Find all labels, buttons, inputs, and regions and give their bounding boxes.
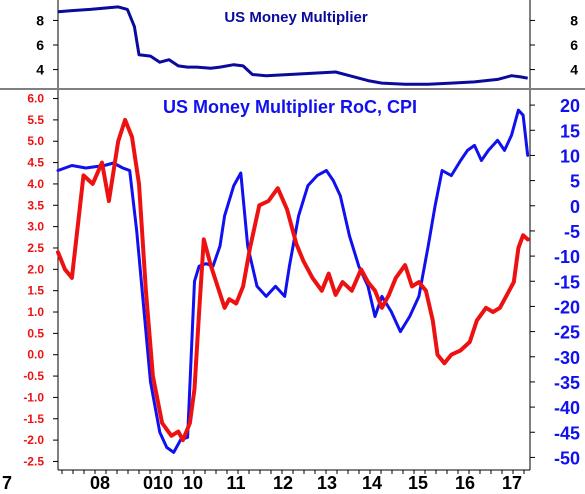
- bottom-panel: US Money Multiplier RoC, CPI 6.0 5.5 5.0 4.…: [2, 90, 580, 493]
- right-tick-label: 10: [560, 146, 580, 166]
- right-tick-label: -50: [554, 448, 580, 468]
- cpi-line: [56, 117, 530, 443]
- x-tick-label: 7: [2, 473, 12, 493]
- top-panel: US Money Multiplier 8 6 4 8 6 4: [36, 0, 578, 88]
- x-tick-label: 13: [317, 473, 337, 493]
- top-left-tick-label: 4: [36, 62, 44, 78]
- x-axis-ticks: 7 08 010 10 11 12 13 14 15 16 17: [2, 470, 525, 493]
- left-tick-label: 3.0: [27, 220, 44, 234]
- bottom-chart-title: US Money Multiplier RoC, CPI: [163, 97, 417, 117]
- left-tick-label: -0.5: [23, 369, 44, 383]
- x-tick-label: 15: [408, 473, 428, 493]
- left-tick-label: 4.0: [27, 177, 44, 191]
- bottom-series-group: [56, 108, 530, 454]
- left-tick-label: 1.5: [27, 284, 44, 298]
- top-right-ticks: 8 6 4: [530, 12, 578, 78]
- top-right-tick-label: 4: [570, 62, 578, 78]
- left-tick-label: 3.5: [27, 198, 44, 212]
- top-chart-title: US Money Multiplier: [224, 9, 368, 26]
- right-y-axis-ticks: 20 15 10 5 0 -5 -10 -15 -20 -25 -30 -35 -40 -45 -50: [530, 96, 580, 468]
- right-tick-label: -30: [554, 348, 580, 368]
- top-left-ticks: 8 6 4: [36, 12, 58, 78]
- x-tick-label: 10: [183, 473, 203, 493]
- money-multiplier-roc-line: [56, 108, 530, 454]
- left-tick-label: 0.5: [27, 326, 44, 340]
- right-tick-label: 5: [570, 172, 580, 192]
- top-left-tick-label: 6: [36, 37, 44, 53]
- right-tick-label: -35: [554, 373, 580, 393]
- top-series-group: [57, 5, 528, 86]
- top-right-tick-label: 8: [570, 12, 578, 28]
- left-tick-label: 0.0: [27, 348, 44, 362]
- x-tick-label: 14: [362, 473, 382, 493]
- money-multiplier-line: [57, 5, 528, 86]
- left-tick-label: -1.5: [23, 412, 44, 426]
- left-y-axis-ticks: 6.0 5.5 5.0 4.5 4.0 3.5 3.0 2.5 2.0 1.5 1.0 0.5 0.0 -…: [23, 92, 58, 468]
- left-tick-label: 5.0: [27, 134, 44, 148]
- left-tick-label: 2.5: [27, 241, 44, 255]
- top-left-tick-label: 8: [36, 12, 44, 28]
- x-tick-label: 12: [273, 473, 293, 493]
- left-tick-label: 6.0: [27, 92, 44, 106]
- right-tick-label: -10: [554, 247, 580, 267]
- right-tick-label: -5: [564, 222, 580, 242]
- right-tick-label: -20: [554, 297, 580, 317]
- left-tick-label: 1.0: [27, 305, 44, 319]
- right-tick-label: -45: [554, 423, 580, 443]
- x-tick-label: 08: [90, 473, 110, 493]
- left-tick-label: 4.5: [27, 156, 44, 170]
- right-tick-label: -15: [554, 272, 580, 292]
- left-tick-label: -2.0: [23, 433, 44, 447]
- x-tick-label: 17: [502, 473, 522, 493]
- x-tick-label: 16: [455, 473, 475, 493]
- right-tick-label: 0: [570, 197, 580, 217]
- left-tick-label: 5.5: [27, 113, 44, 127]
- left-tick-label: 2.0: [27, 262, 44, 276]
- left-tick-label: -2.5: [23, 454, 44, 468]
- right-tick-label: 20: [560, 96, 580, 116]
- x-tick-label: 010: [143, 473, 173, 493]
- left-tick-label: -1.0: [23, 390, 44, 404]
- x-tick-label: 11: [226, 473, 245, 493]
- right-tick-label: -40: [554, 398, 580, 418]
- top-right-tick-label: 6: [570, 37, 578, 53]
- right-tick-label: 15: [560, 121, 580, 141]
- right-tick-label: -25: [554, 323, 580, 343]
